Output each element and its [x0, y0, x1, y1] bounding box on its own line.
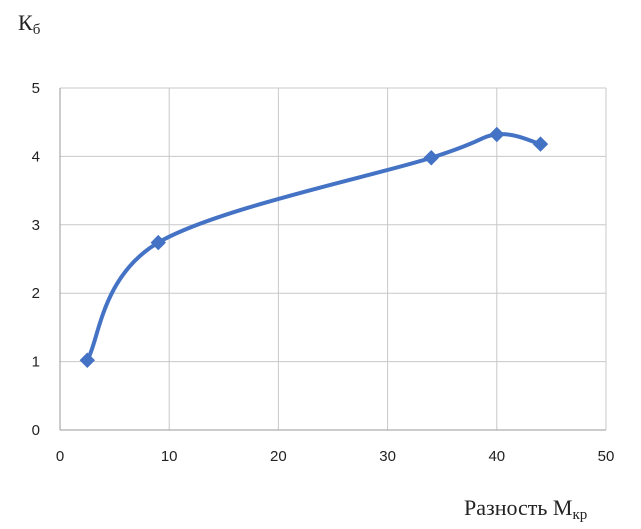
y-axis-title-sub: б — [33, 22, 41, 38]
x-tick-label: 20 — [270, 448, 287, 465]
y-tick-label: 2 — [32, 285, 40, 302]
tick-labels: 0 10 20 30 40 50 0 1 2 3 4 5 — [32, 80, 615, 465]
data-point-marker — [79, 352, 96, 368]
y-axis-title: Кб — [18, 10, 41, 38]
y-tick-label: 3 — [32, 217, 40, 234]
y-tick-label: 4 — [32, 148, 40, 165]
grid — [59, 87, 607, 431]
y-tick-label: 0 — [32, 422, 40, 439]
series — [79, 126, 549, 368]
data-point-marker — [532, 136, 549, 152]
data-point-marker — [150, 234, 166, 251]
data-point-marker — [423, 150, 439, 166]
x-tick-label: 50 — [598, 448, 615, 465]
x-axis-title: Разность Мкр — [464, 495, 587, 523]
x-tick-label: 10 — [161, 448, 178, 465]
x-axis-title-sub: кр — [573, 507, 588, 523]
data-point-marker — [489, 126, 505, 143]
x-tick-label: 30 — [379, 448, 396, 465]
y-axis-title-main: К — [18, 10, 33, 35]
y-tick-label: 1 — [32, 354, 40, 371]
x-axis-title-main: Разность М — [464, 495, 573, 520]
x-tick-label: 0 — [56, 448, 64, 465]
x-tick-label: 40 — [488, 448, 505, 465]
y-tick-label: 5 — [32, 80, 40, 97]
